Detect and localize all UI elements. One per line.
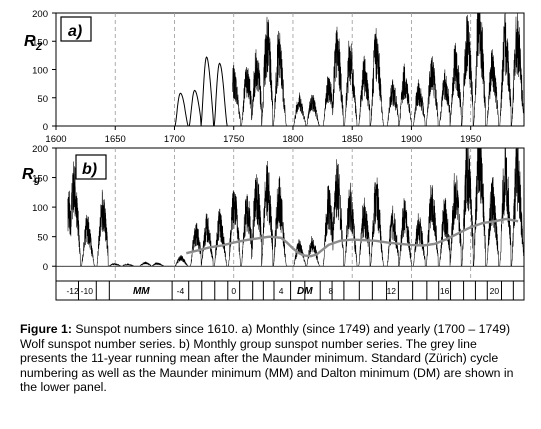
x-tick-label: 1650 [105,134,126,145]
cycle-number-label: 0 [231,286,236,296]
panel-b-y-tick-label: 50 [37,233,48,244]
cycle-number-label: -10 [81,286,94,296]
panel-a-y-tick-label: 100 [32,66,48,77]
panel-b-y-tick-label: 200 [32,144,48,155]
panel-b-y-tick-label: 0 [43,262,48,273]
cycle-number-label: 4 [279,286,284,296]
cycle-bar-frame [55,280,525,301]
x-tick-label: 1750 [223,134,244,145]
maunder-minimum-label: MM [133,286,150,297]
panel-b-label: b) [82,161,97,178]
panel-b-y-tick-label: 150 [32,174,48,185]
running-mean-line [186,217,519,258]
panel-a-frame [55,12,525,127]
group-series-line [174,147,525,267]
group-series-line-early [67,161,175,267]
caption-text: Sunspot numbers since 1610. a) Monthly (… [20,322,514,395]
x-tick-label: 1850 [342,134,363,145]
x-tick-label: 1900 [401,134,422,145]
cycle-number-label: 12 [387,286,397,296]
panel-a: 0 50 100 150 200 1600 1650 1700 1750 1800 1850 1900… [32,9,525,145]
panel-b: 0 50 100 150 200 [32,144,525,282]
cycle-number-label: 8 [329,286,334,296]
panel-b-label-box [75,154,107,180]
monthly-wolf-series-line [232,12,525,127]
x-tick-label: 1700 [164,134,185,145]
panel-a-y-tick-label: 150 [32,37,48,48]
x-tick-label: 1800 [282,134,303,145]
cycle-number-bar: -12 -10 -4 0 4 8 12 16 20 MM DM [55,280,525,301]
cycle-number-label: 20 [490,286,500,296]
cycle-number-label: -12 [66,286,79,296]
yearly-wolf-series-line [174,56,233,127]
panel-a-y-tick-label: 200 [32,9,48,20]
y-axis-label-a: R [24,33,36,50]
panel-a-label: a) [68,23,82,40]
y-axis-label-b-subscript: g [33,175,40,186]
caption-label: Figure 1: [20,322,72,336]
dalton-minimum-label: DM [297,286,313,297]
x-tick-label: 1600 [45,134,66,145]
panel-a-label-box [60,16,92,42]
cycle-number-label: -4 [177,286,185,296]
x-tick-label: 1950 [460,134,481,145]
y-axis-label-b: R [22,166,34,183]
panel-a-y-tick-label: 50 [37,94,48,105]
panel-labels: a) b) R Z R g [22,16,107,186]
cycle-number-label: 16 [440,286,450,296]
panel-b-y-tick-label: 100 [32,203,48,214]
panel-a-y-tick-label: 0 [43,122,48,133]
y-axis-label-a-subscript: Z [35,42,43,53]
figure-caption: Figure 1: Sunspot numbers since 1610. a)… [20,322,525,395]
